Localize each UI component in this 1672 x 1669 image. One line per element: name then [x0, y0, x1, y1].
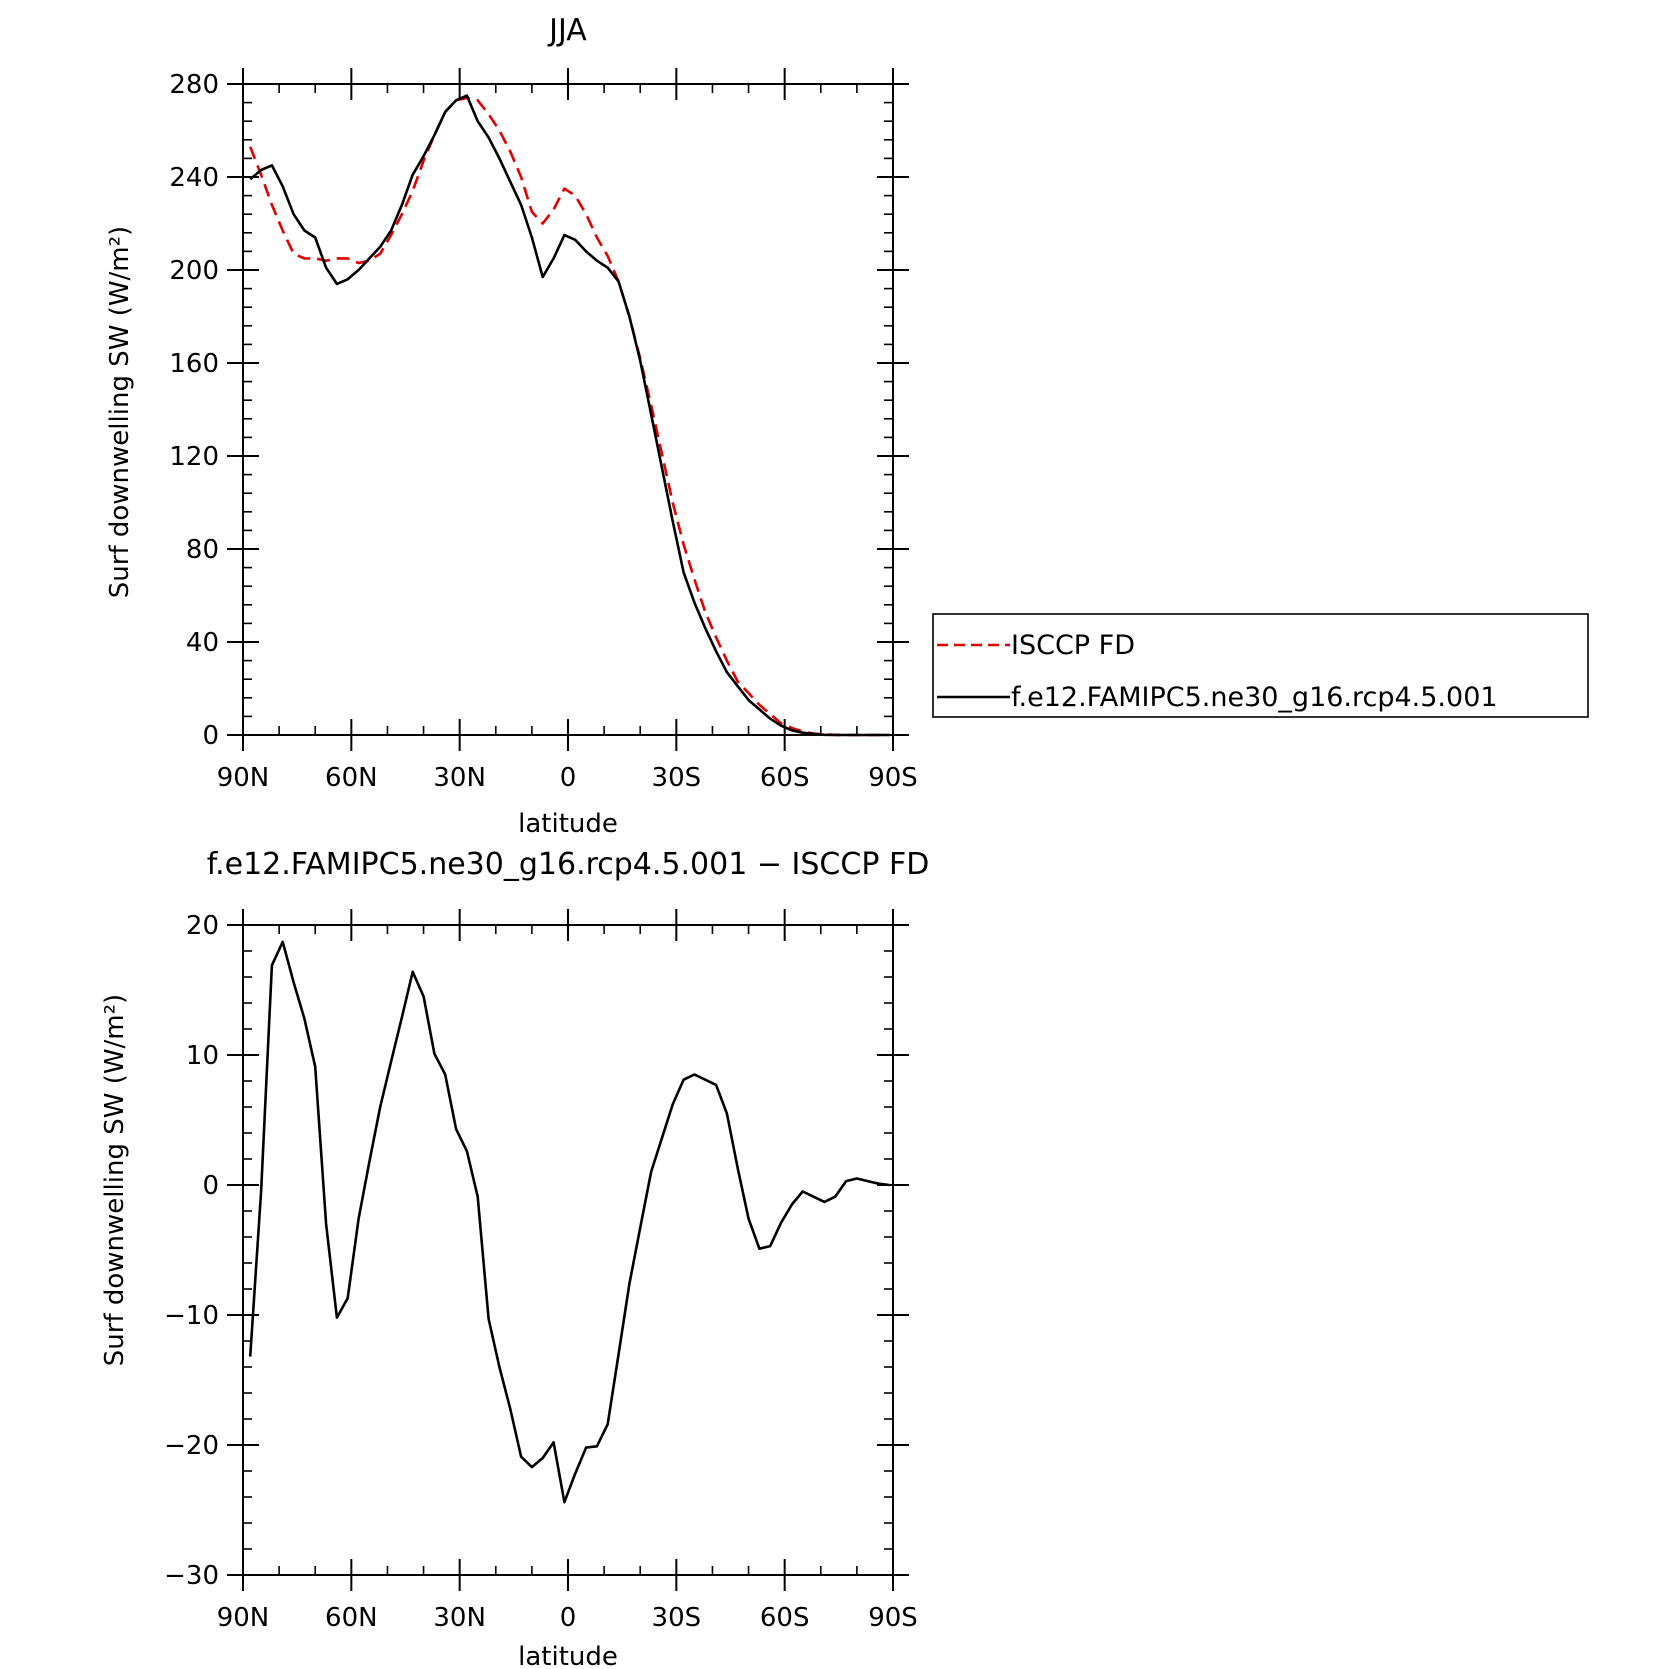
- top-y-tick-label: 240: [169, 163, 219, 193]
- top-plot-frame: [242, 83, 894, 736]
- top-x-axis-title: latitude: [518, 809, 618, 839]
- bottom-x-axis-title: latitude: [518, 1642, 618, 1669]
- top-x-tick-label: 0: [560, 763, 577, 793]
- top-panel-title: JJA: [547, 13, 587, 48]
- bottom-y-tick-label: −30: [164, 1561, 219, 1591]
- bottom-y-axis-title: Surf downwelling SW (W/m²): [100, 994, 130, 1366]
- bottom-panel: f.e12.FAMIPC5.ne30_g16.rcp4.5.001 − ISCC…: [100, 847, 929, 1669]
- bottom-y-tick-label: −20: [164, 1431, 219, 1461]
- legend-label-model: f.e12.FAMIPC5.ne30_g16.rcp4.5.001: [1011, 682, 1498, 713]
- top-y-tick-label: 40: [186, 628, 219, 658]
- top-y-tick-label: 120: [169, 442, 219, 472]
- legend: ISCCP FD f.e12.FAMIPC5.ne30_g16.rcp4.5.0…: [932, 613, 1589, 718]
- top-series-line-0: [248, 96, 890, 737]
- bottom-y-tick-label: −10: [164, 1301, 219, 1331]
- bottom-x-tick-label: 90S: [868, 1603, 918, 1633]
- bottom-plot-frame: [242, 924, 894, 1576]
- top-y-axis-title: Surf downwelling SW (W/m²): [105, 226, 135, 598]
- legend-box: [932, 613, 1589, 718]
- bottom-panel-title: f.e12.FAMIPC5.ne30_g16.rcp4.5.001 − ISCC…: [207, 847, 930, 882]
- top-plot-area: 0 40 80 120 160 200 240 280 90N 60N 30N 0 30S 60S 90S: [169, 68, 918, 793]
- top-x-tick-label: 60S: [760, 763, 810, 793]
- bottom-x-tick-label: 60N: [325, 1603, 378, 1633]
- bottom-y-tick-label: 20: [186, 911, 219, 941]
- top-series-line-1: [249, 94, 890, 737]
- top-y-tick-label: 0: [202, 721, 219, 751]
- legend-label-isccp: ISCCP FD: [1011, 630, 1135, 661]
- top-x-tick-label: 90N: [217, 763, 270, 793]
- top-y-tick-label: 80: [186, 535, 219, 565]
- bottom-x-tick-label: 60S: [760, 1603, 810, 1633]
- top-y-tick-label: 160: [169, 349, 219, 379]
- bottom-x-tick-label: 90N: [217, 1603, 270, 1633]
- top-y-tick-label: 280: [169, 70, 219, 100]
- top-panel: JJA 0 40 80 120 160 200 240 280 90N 60N 30N 0 30S 60S…: [105, 13, 1589, 839]
- bottom-x-tick-label: 0: [560, 1603, 577, 1633]
- top-y-tick-label: 200: [169, 256, 219, 286]
- bottom-y-tick-label: 10: [186, 1041, 219, 1071]
- top-x-tick-label: 60N: [325, 763, 378, 793]
- bottom-x-tick-label: 30N: [433, 1603, 486, 1633]
- top-x-tick-label: 30N: [433, 763, 486, 793]
- bottom-y-tick-label: 0: [202, 1171, 219, 1201]
- bottom-series-line-0: [248, 940, 890, 1504]
- top-x-tick-label: 90S: [868, 763, 918, 793]
- top-x-tick-label: 30S: [652, 763, 702, 793]
- bottom-plot-area: −30 −20 −10 0 10 20 90N 60N 30N 0 30S 60S 90S: [164, 909, 918, 1633]
- bottom-x-tick-label: 30S: [652, 1603, 702, 1633]
